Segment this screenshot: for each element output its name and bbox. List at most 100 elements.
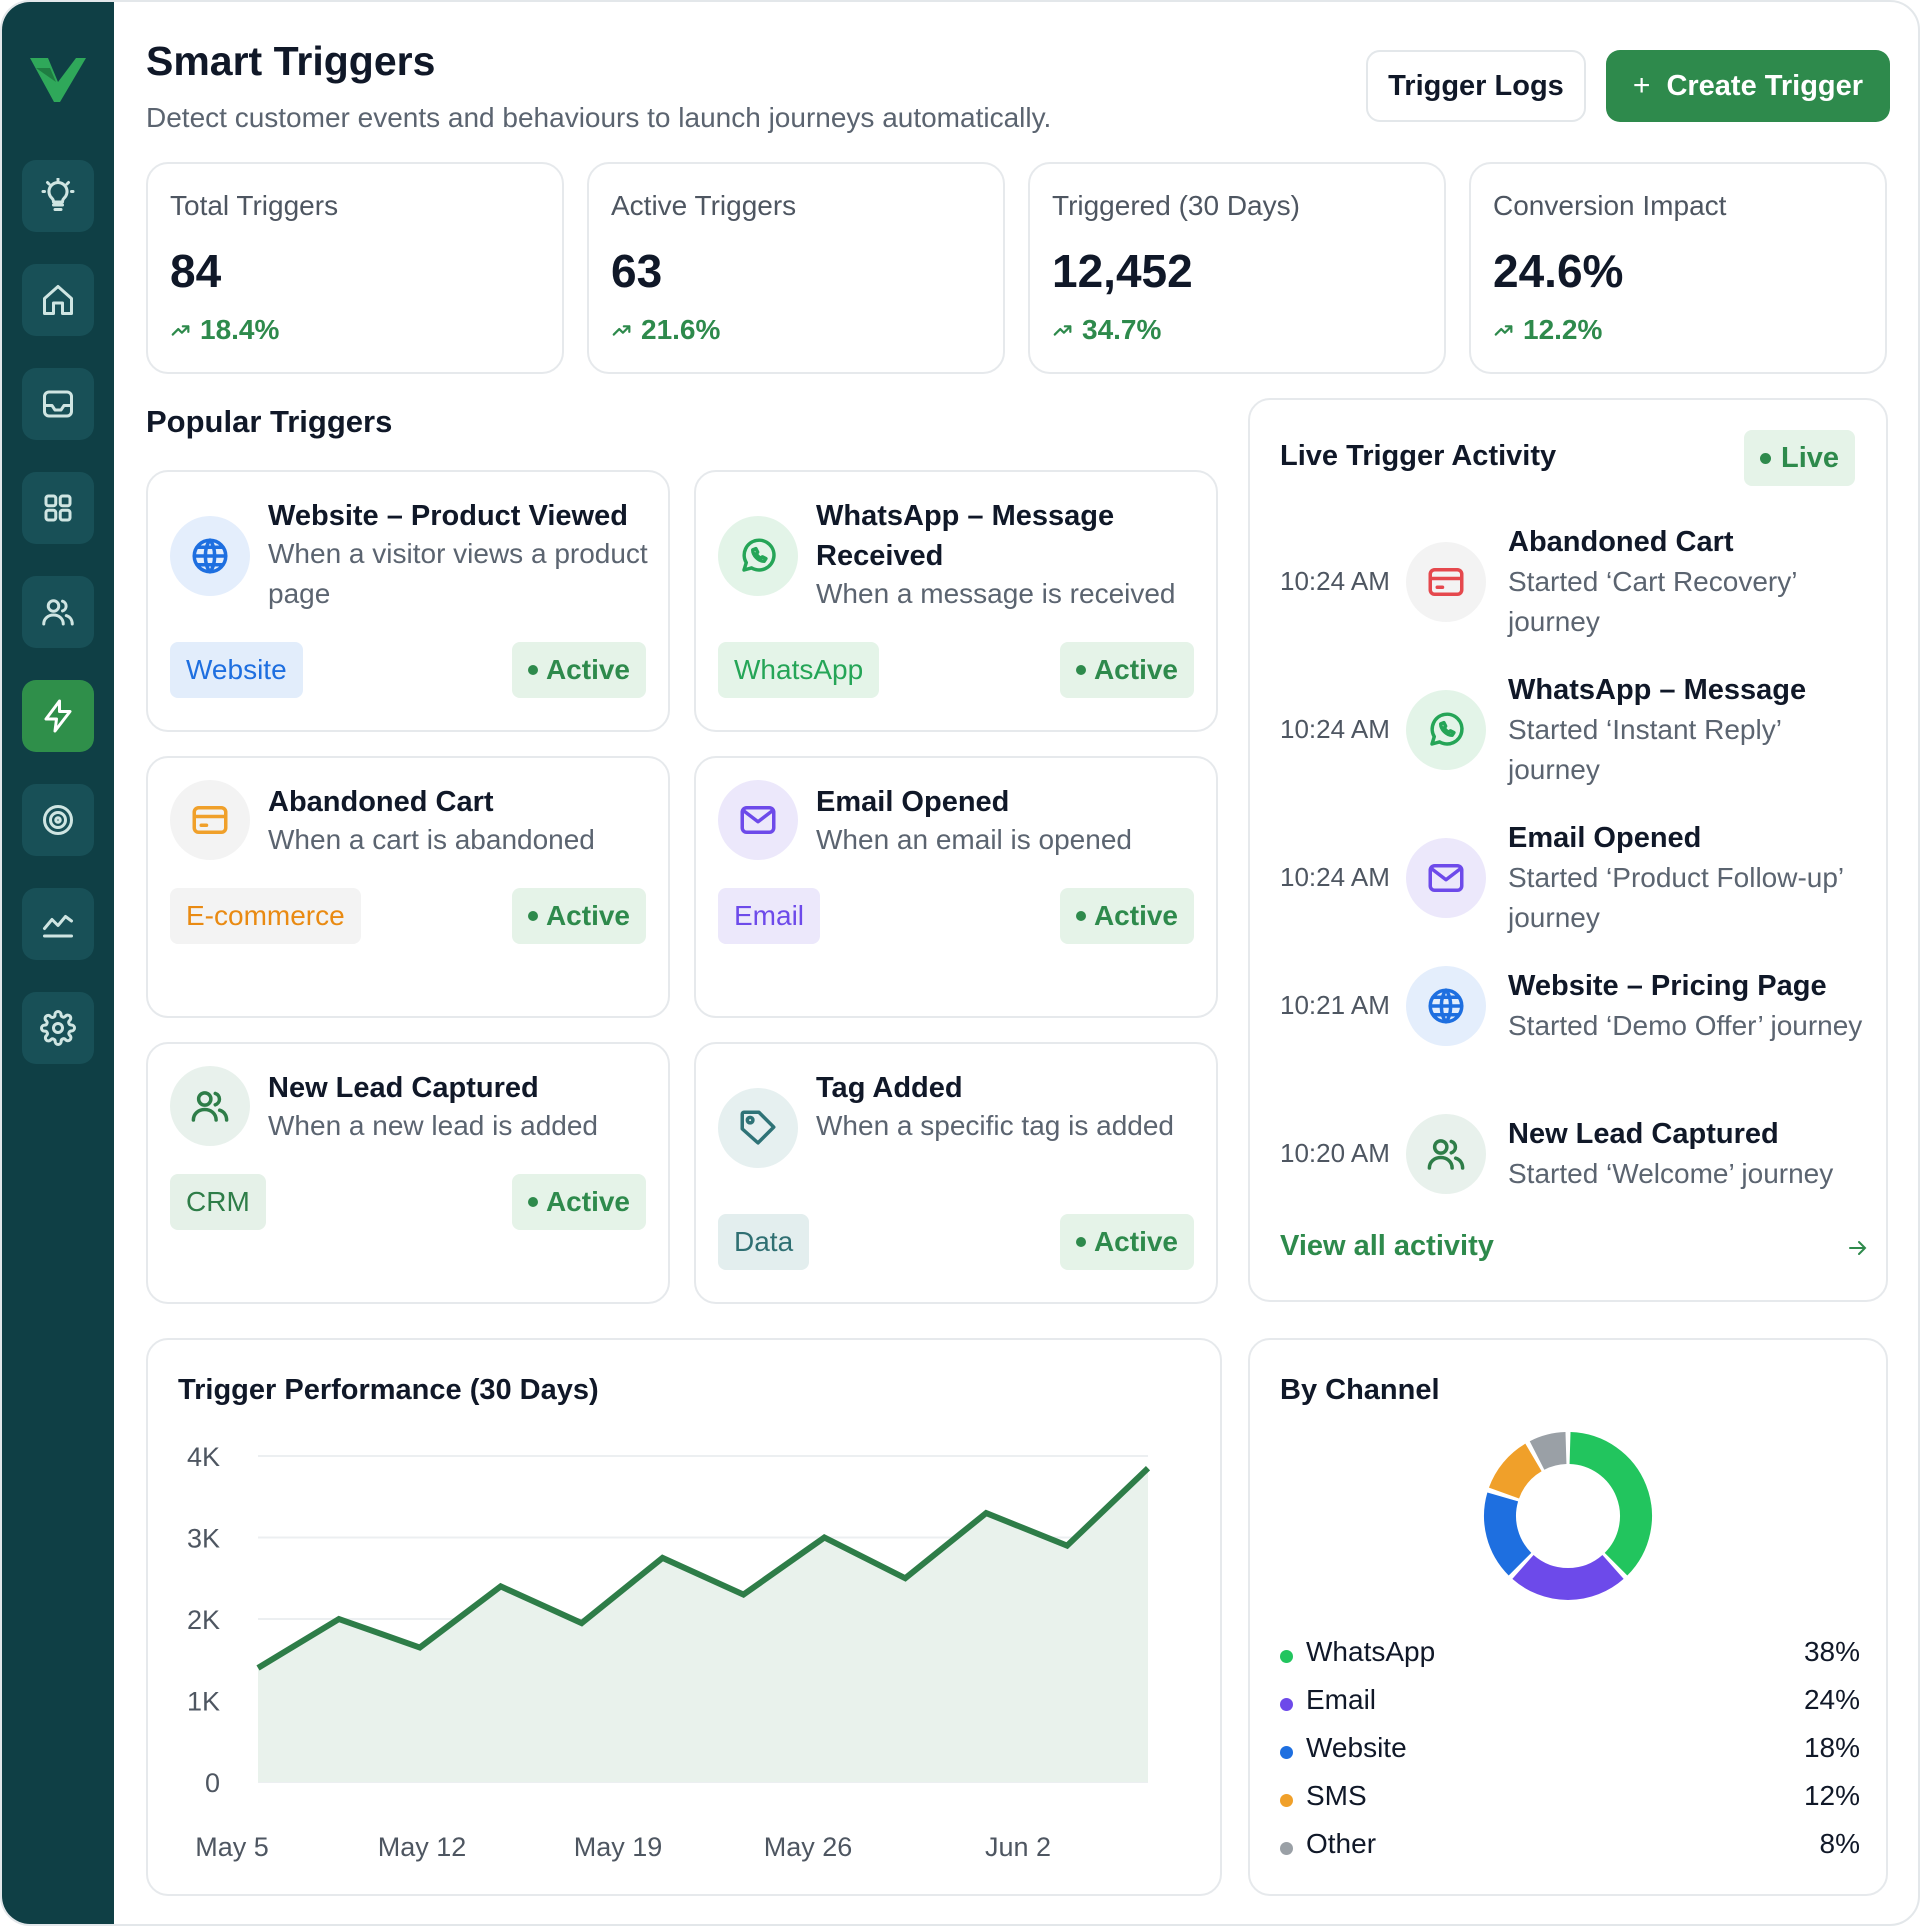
card-icon [192,806,228,834]
trigger-icon [170,516,250,596]
legend-item: WhatsApp 38% [1280,1636,1860,1676]
activity-time: 10:24 AM [1280,714,1390,744]
trigger-card[interactable]: WhatsApp – Message Received When a messa… [694,470,1218,732]
trigger-icon [170,1066,250,1146]
trigger-title: WhatsApp – Message Received [816,500,1115,572]
trend-up-icon [1494,325,1513,336]
legend-percent: 8% [1819,1828,1860,1859]
sidebar-item-grid[interactable] [22,472,94,544]
trigger-description: When a visitor views a product page [268,538,648,609]
activity-description: Started ‘Welcome’ journey [1508,1158,1834,1189]
activity-title: WhatsApp – Message [1508,674,1807,706]
sidebar-item-home[interactable] [22,264,94,336]
legend-item: SMS 12% [1280,1780,1860,1820]
legend-dot [1280,1650,1293,1663]
trigger-tag: E-commerce [170,888,361,944]
sidebar-item-inbox[interactable] [22,368,94,440]
activity-icon [1406,542,1486,622]
trigger-tag: CRM [170,1174,266,1230]
stat-value: 63 [611,245,663,297]
activity-title: Email Opened [1508,822,1702,854]
trigger-card[interactable]: Abandoned Cart When a cart is abandoned … [146,756,670,1018]
sidebar-item-lightning[interactable] [22,680,94,752]
sidebar-item-users[interactable] [22,576,94,648]
area-fill [258,1468,1148,1782]
sidebar-item-target[interactable] [22,784,94,856]
trigger-card[interactable]: Tag Added When a specific tag is added D… [694,1042,1218,1304]
activity-item[interactable]: 10:21 AM Website – Pricing Page Started … [1280,966,1870,1096]
legend-dot [1280,1698,1293,1711]
status-badge: Active [511,642,646,698]
stat-value: 12,452 [1052,245,1193,297]
users-icon [191,1091,229,1122]
trend-up-icon [171,325,190,336]
globe-icon [1428,988,1464,1024]
donut-slice-whatsapp [1568,1432,1652,1576]
arrow-right-icon[interactable] [1846,1236,1870,1260]
sidebar-item-bulb[interactable] [22,160,94,232]
trigger-title: Tag Added [816,1072,963,1104]
legend-item: Website 18% [1280,1732,1860,1772]
x-tick-label: Jun 2 [985,1832,1051,1862]
activity-title: Abandoned Cart [1508,526,1734,558]
activity-item[interactable]: 10:24 AM Email Opened Started ‘Product F… [1280,818,1870,948]
x-tick-label: May 19 [574,1832,663,1862]
stat-label: Total Triggers [170,190,339,221]
status-label: Active [1093,654,1178,685]
stat-change: 21.6% [611,314,720,346]
chart-title: Trigger Performance (30 Days) [178,1374,599,1406]
sidebar-item-chart[interactable] [22,888,94,960]
status-dot [1075,1237,1086,1247]
trend-up-icon [612,325,631,336]
live-activity-title: Live Trigger Activity [1280,440,1557,472]
page-title: Smart Triggers [146,38,436,84]
trigger-description: When a cart is abandoned [268,824,595,855]
trigger-tag: Data [718,1214,810,1270]
legend-percent: 24% [1803,1684,1860,1715]
stat-label: Triggered (30 Days) [1052,190,1300,221]
trigger-description: When a new lead is added [268,1110,598,1141]
stat-value: 84 [170,245,222,297]
live-badge-label: Live [1781,441,1840,474]
stat-change-value: 12.2% [1523,314,1603,345]
users-icon [1427,1139,1465,1170]
y-tick-label: 4K [187,1442,220,1472]
trigger-logs-button[interactable]: Trigger Logs [1366,50,1586,122]
trigger-card[interactable]: Email Opened When an email is opened Ema… [694,756,1218,1018]
trigger-icon [170,780,250,860]
logo-icon [30,58,86,102]
trigger-tag: Email [718,888,821,944]
stat-card: Triggered (30 Days) 12,452 34.7% [1028,162,1446,374]
trigger-title: New Lead Captured [268,1072,539,1104]
activity-description: Started ‘Demo Offer’ journey [1508,1010,1863,1041]
activity-item[interactable]: 10:20 AM New Lead Captured Started ‘Welc… [1280,1114,1870,1244]
legend-percent: 18% [1803,1732,1860,1763]
legend-label: Email [1306,1684,1377,1715]
y-tick-label: 2K [187,1605,220,1635]
activity-icon [1406,966,1486,1046]
create-trigger-label: Create Trigger [1666,69,1864,102]
donut-slice-website [1484,1492,1532,1576]
y-tick-label: 1K [187,1687,220,1717]
live-badge: Live [1744,430,1856,486]
gear-icon [40,1010,76,1046]
trigger-card[interactable]: Website – Product Viewed When a visitor … [146,470,670,732]
view-all-activity-link[interactable]: View all activity [1280,1230,1494,1262]
series-line [256,1466,1151,1671]
status-badge: Active [511,1174,646,1230]
home-icon [43,285,73,315]
trigger-description: When an email is opened [816,824,1132,855]
activity-time: 10:24 AM [1280,862,1390,892]
channel-donut-chart [1484,1432,1652,1600]
status-label: Active [545,1186,630,1217]
trigger-card[interactable]: New Lead Captured When a new lead is add… [146,1042,670,1304]
sidebar-item-gear[interactable] [22,992,94,1064]
stat-label: Active Triggers [611,190,797,221]
trigger-title: Email Opened [816,786,1010,818]
whatsapp-icon [1430,712,1464,746]
activity-item[interactable]: 10:24 AM WhatsApp – Message Started ‘Ins… [1280,670,1870,800]
create-trigger-button[interactable]: + Create Trigger [1606,50,1890,122]
activity-icon [1406,1114,1486,1194]
y-tick-label: 0 [205,1768,220,1798]
activity-item[interactable]: 10:24 AM Abandoned Cart Started ‘Cart Re… [1280,522,1870,652]
